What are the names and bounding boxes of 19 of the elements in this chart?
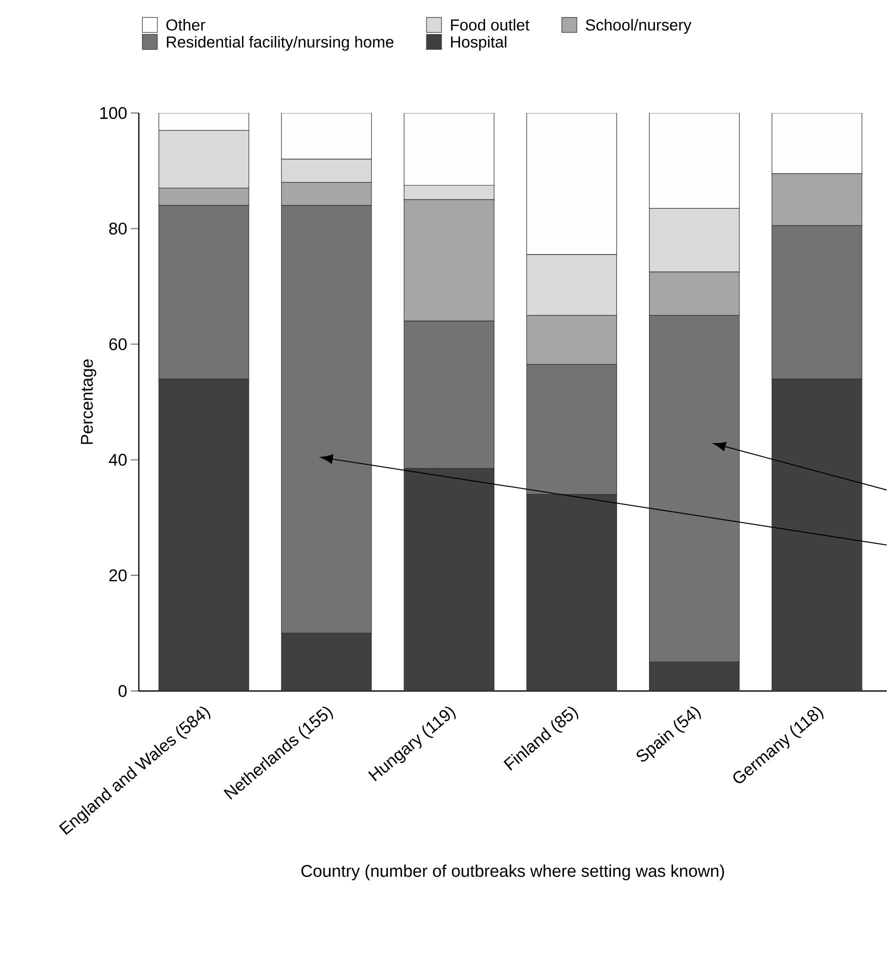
bar — [772, 378, 862, 691]
legend-label: Hospital — [451, 36, 506, 51]
y-tick-label: 80 — [109, 222, 127, 235]
bar — [404, 468, 494, 691]
legend-label: Food outlet — [451, 18, 530, 31]
y-tick-label: 20 — [109, 569, 127, 582]
y-tick-label: 0 — [118, 684, 127, 697]
y-tick-label: 60 — [109, 338, 127, 350]
bar — [649, 662, 740, 691]
bar — [526, 494, 618, 691]
x-axis-title: Country (number of outbreaks where setting was known) — [302, 864, 724, 880]
y-axis-title: Percentage — [81, 359, 96, 444]
y-tick-label: 100 — [100, 106, 127, 119]
bar — [281, 632, 372, 691]
bar — [158, 378, 250, 691]
legend-label: Other — [166, 18, 206, 31]
y-tick-label: 40 — [108, 454, 127, 466]
legend-label: Residential facility/nursing home — [167, 36, 394, 51]
legend-label: School/nursery — [586, 18, 692, 34]
